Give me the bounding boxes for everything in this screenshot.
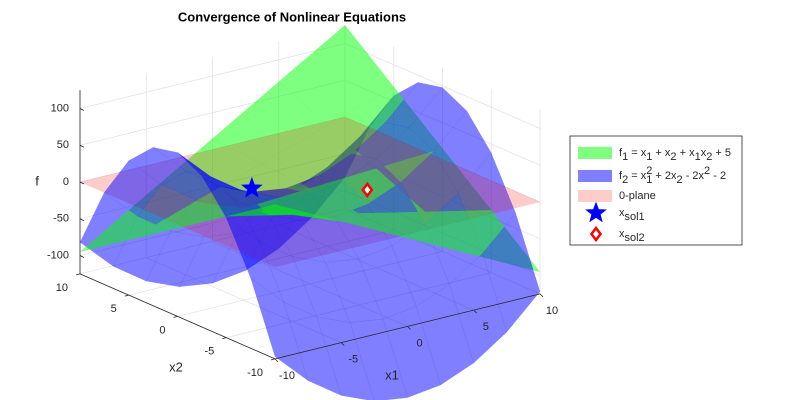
- legend-label-script: 2: [677, 174, 683, 186]
- legend-label-script: 2: [706, 151, 712, 163]
- legend-label: + x: [652, 147, 671, 159]
- legend-swatch: [578, 147, 612, 159]
- z-tick-label: 50: [57, 139, 69, 151]
- legend-label-script: sol2: [625, 232, 645, 244]
- surface-patch: [283, 301, 342, 396]
- x-tick: [274, 358, 279, 363]
- y-tick-label: -5: [204, 346, 214, 358]
- plot-area: [79, 24, 541, 400]
- y-axis-label: x2: [169, 359, 183, 374]
- legend-label: = x: [628, 170, 647, 182]
- legend-label: x: [619, 207, 625, 219]
- legend-label: = x: [628, 147, 647, 159]
- legend-label-script: 2: [622, 174, 628, 186]
- solution-marker: [361, 181, 374, 198]
- surface-patch: [482, 212, 541, 333]
- surface-patch: [225, 217, 285, 303]
- x-tick: [473, 309, 478, 314]
- chart-title: Convergence of Nonlinear Equations: [178, 9, 406, 24]
- surface-patch: [226, 204, 342, 222]
- y-tick-label: 5: [111, 303, 117, 315]
- surface-patch: [349, 318, 408, 400]
- y-tick-label: 0: [159, 324, 165, 336]
- legend-label: f: [619, 147, 623, 159]
- z-tick-label: 0: [63, 176, 69, 188]
- z-tick: [79, 181, 85, 185]
- surface-patch: [384, 82, 443, 128]
- legend-swatch: [578, 190, 612, 202]
- surface-patch: [358, 245, 417, 320]
- x-tick-label: -10: [279, 370, 295, 382]
- x-tick-label: 10: [546, 305, 558, 317]
- x-tick: [539, 293, 544, 298]
- y-tick: [124, 294, 129, 297]
- surface-patch: [128, 147, 187, 185]
- legend-label: x: [701, 147, 707, 159]
- z-axis-label: f: [35, 173, 39, 188]
- y-tick: [173, 315, 178, 318]
- legend-label-script: sol1: [625, 211, 645, 223]
- legend-swatch: [578, 170, 612, 182]
- y-tick-label: 10: [56, 282, 68, 294]
- surface-patch: [433, 110, 492, 194]
- legend-label-script: 1: [695, 151, 701, 163]
- legend-label-script: 2: [670, 151, 676, 163]
- x-tick: [407, 326, 411, 330]
- surface-patch: [128, 201, 244, 241]
- legend-marker: [589, 225, 603, 243]
- solution-marker: [241, 176, 263, 198]
- z-tick: [79, 218, 85, 222]
- z-tick: [79, 255, 85, 258]
- x-tick-label: 0: [416, 337, 422, 349]
- legend-label: - 2x: [683, 170, 705, 182]
- legend-label-script: 1: [646, 151, 652, 163]
- x-axis-label: x1: [385, 367, 399, 382]
- y-tick: [270, 358, 276, 361]
- surface-patch: [416, 284, 474, 386]
- z-tick-label: -100: [47, 249, 69, 261]
- legend-label: - 2: [710, 170, 726, 182]
- z-tick-label: 100: [51, 102, 69, 114]
- surface-patch: [104, 160, 163, 217]
- y-tick: [75, 273, 81, 276]
- x-tick-label: -5: [348, 354, 358, 366]
- x-tick-label: 5: [483, 321, 489, 333]
- legend-label: x: [619, 228, 625, 240]
- x-tick: [340, 342, 345, 346]
- legend-label: + x: [677, 147, 696, 159]
- y-tick-label: -10: [247, 367, 263, 379]
- z-tick-label: -50: [53, 213, 69, 225]
- surface-patch: [250, 277, 309, 382]
- legend-label-script: 1: [646, 174, 652, 186]
- legend-label: 0-plane: [619, 190, 656, 202]
- legend-label-script: 2: [646, 165, 652, 177]
- z-tick: [79, 108, 85, 111]
- z-tick: [79, 144, 85, 148]
- legend-label: f: [619, 170, 623, 182]
- legend-label-script: 1: [622, 151, 628, 163]
- legend-label-script: 2: [704, 165, 710, 177]
- legend-marker: [585, 201, 607, 223]
- legend-label: + 5: [712, 147, 731, 159]
- legend-label: + 2x: [652, 170, 677, 182]
- y-tick: [222, 337, 227, 340]
